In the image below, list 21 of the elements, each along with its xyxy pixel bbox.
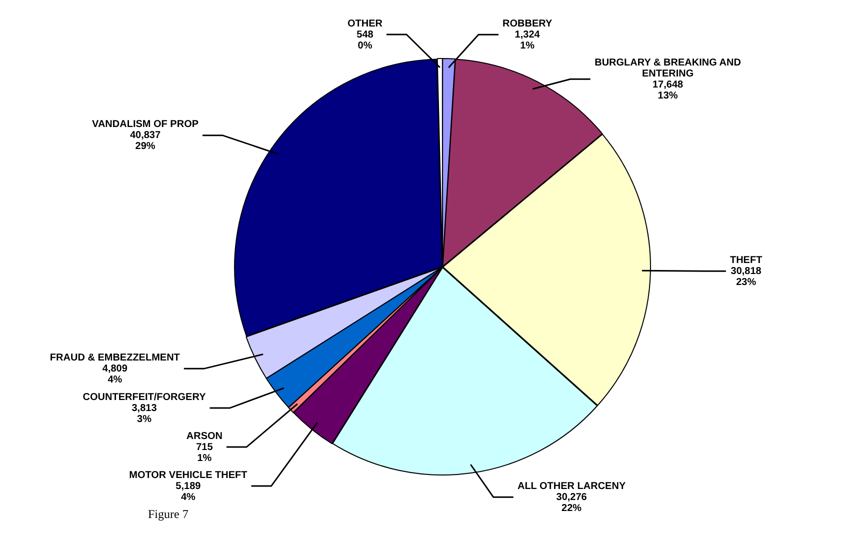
data-label: 40,837 29% [130, 130, 161, 152]
data-label: 548 0% [356, 29, 374, 52]
data-label: 1,324 1% [514, 29, 540, 52]
data-label: 30,276 22% [556, 492, 588, 514]
data-label: 5,189 4% [176, 480, 202, 503]
slice-label: MOTOR VEHICLE THEFT [129, 470, 248, 481]
slice-label: ROBBERY [502, 18, 552, 30]
data-label: 715 1% [196, 442, 214, 464]
data-label: 4,809 4% [102, 363, 128, 386]
data-label: 30,818 23% [730, 266, 762, 288]
slice-label: COUNTERFEIT/FORGERY [82, 392, 206, 403]
slice-label: FRAUD & EMBEZZELMENT [50, 352, 180, 364]
slice-label: THEFT [730, 254, 762, 266]
slice-label: ALL OTHER LARCENY [517, 480, 626, 492]
slice-label: BURGLARY & BREAKING AND ENTERING [594, 57, 741, 80]
slice-label: OTHER [348, 18, 384, 30]
slice-label: VANDALISM OF PROP [92, 119, 199, 130]
data-label: 3,813 3% [132, 402, 158, 425]
caption: Figure 7 [148, 507, 188, 521]
data-label: 17,648 13% [652, 79, 684, 102]
slice-label: ARSON [186, 430, 222, 442]
